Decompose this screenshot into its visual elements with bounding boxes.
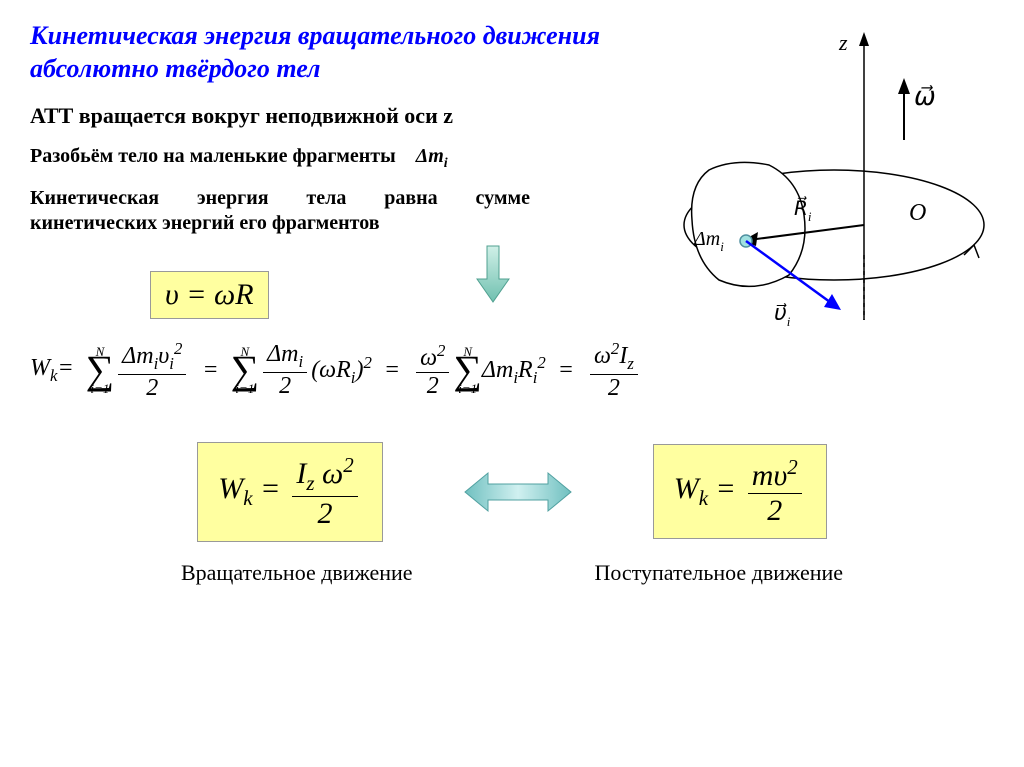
- compare-arrow-icon: [463, 467, 573, 517]
- derivation-row: Wk= N ∑ i=1 Δmiυi2 2 = N ∑ i=1 Δmi 2 (ωR…: [30, 339, 994, 402]
- paragraph-sum: Кинетическая энергия тела равна сумме ки…: [30, 186, 530, 236]
- label-rotational: Вращательное движение: [181, 560, 413, 586]
- label-translational: Поступательное движение: [595, 560, 844, 586]
- omega-label: ω⃗: [914, 82, 936, 111]
- frac1-num: Δmiυi2: [118, 339, 186, 375]
- R-label: R⃗i: [794, 195, 812, 224]
- formula-velocity: υ = ωR: [150, 271, 269, 319]
- eq1: =: [202, 357, 218, 384]
- sigma-icon: N ∑ i=1: [86, 347, 115, 393]
- frac-rot-den: 2: [314, 497, 337, 531]
- sum3: ω2 2 N ∑ i=1 ΔmiRi2: [412, 341, 546, 400]
- labels-row: Вращательное движение Поступательное дви…: [30, 560, 994, 586]
- frac-trans: mυ2 2: [748, 455, 802, 528]
- bottom-formulas: Wk = Iz ω2 2 Wk = mυ2 2: [30, 442, 994, 542]
- wk-rot: Wk =: [218, 472, 280, 511]
- frac1-den: 2: [142, 375, 162, 402]
- arrow-down-icon: [473, 244, 513, 309]
- wk-trans: Wk =: [674, 472, 736, 511]
- frac3-pre: ω2 2: [416, 341, 449, 400]
- formula-rotational: Wk = Iz ω2 2: [197, 442, 382, 542]
- frac-final-num: ω2Iz: [590, 339, 638, 375]
- v-label: υ⃗i: [774, 300, 791, 329]
- term3-body: ΔmiRi2: [482, 353, 546, 388]
- paragraph-fragments: Разобьём тело на маленькие фрагменты Δmi: [30, 145, 560, 172]
- term2-suffix: (ωRi)2: [311, 353, 372, 388]
- eq3: =: [558, 357, 574, 384]
- eq2: =: [384, 357, 400, 384]
- formula-v-content: υ = ωR: [165, 278, 254, 311]
- sigma-icon-2: N ∑ i=1: [231, 347, 260, 393]
- page-title: Кинетическая энергия вращательного движе…: [30, 20, 650, 85]
- rotation-diagram: z ω⃗ O R⃗i Δmi υ⃗i: [634, 20, 994, 340]
- sum1: N ∑ i=1 Δmiυi2 2: [86, 339, 191, 402]
- frac3-num: ω2: [416, 341, 449, 373]
- frac2-den: 2: [275, 373, 295, 400]
- frac-rot: Iz ω2 2: [292, 453, 357, 531]
- origin-label: O: [909, 200, 926, 226]
- sum-bot: i=1: [90, 384, 109, 393]
- frac2-num: Δmi: [263, 341, 307, 373]
- delta-m-symbol: Δmi: [416, 145, 448, 167]
- para1-text: Разобьём тело на маленькие фрагменты: [30, 145, 396, 167]
- frac3-den: 2: [423, 373, 443, 400]
- sum3-bot: i=1: [458, 384, 477, 393]
- frac-final: ω2Iz 2: [590, 339, 638, 402]
- sum2-bot: i=1: [235, 384, 254, 393]
- frac1: Δmiυi2 2: [118, 339, 186, 402]
- frac-trans-num: mυ2: [748, 455, 802, 494]
- formula-translational: Wk = mυ2 2: [653, 444, 827, 539]
- wk-eq: Wk=: [30, 355, 74, 386]
- frac-trans-den: 2: [763, 494, 786, 528]
- z-axis-label: z: [838, 30, 848, 55]
- frac-rot-num: Iz ω2: [292, 453, 357, 497]
- frac2: Δmi 2: [263, 341, 307, 400]
- sum2: N ∑ i=1 Δmi 2 (ωRi)2: [231, 341, 372, 400]
- frac-final-den: 2: [604, 375, 624, 402]
- sigma-icon-3: N ∑ i=1: [453, 347, 482, 393]
